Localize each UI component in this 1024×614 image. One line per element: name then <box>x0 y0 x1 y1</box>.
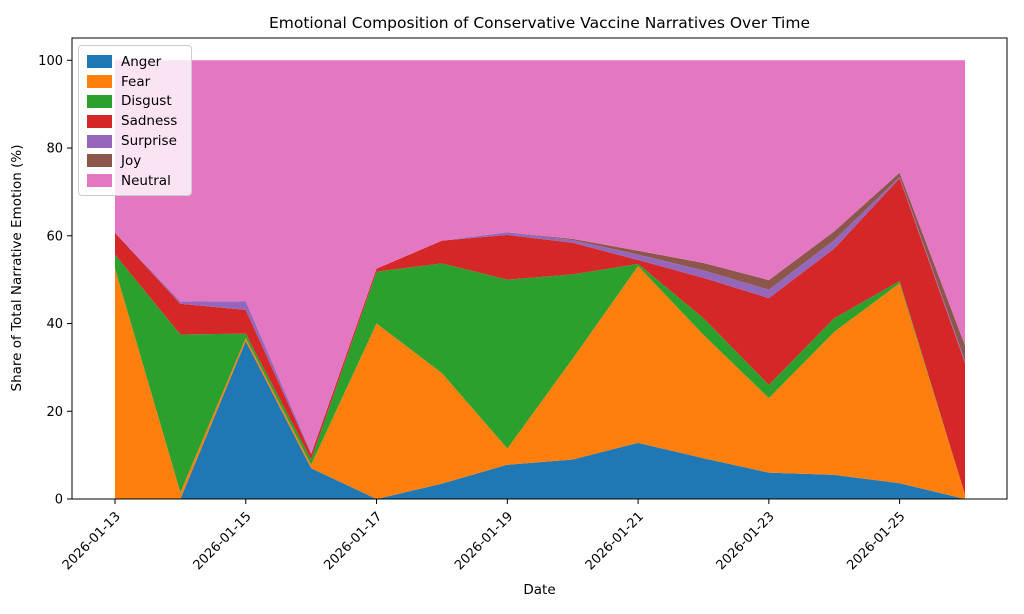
legend-swatch-icon <box>87 154 112 168</box>
legend: Anger Fear Disgust Sadness Surprise Joy Neutra… <box>78 45 192 196</box>
area-fear <box>115 266 965 499</box>
legend-item-joy: Joy <box>87 151 183 171</box>
legend-label: Surprise <box>121 133 177 150</box>
legend-swatch-icon <box>87 55 112 69</box>
x-tick-label: 2026-01-23 <box>714 509 778 573</box>
x-tick-label: 2026-01-15 <box>191 509 255 573</box>
y-tick-label: 60 <box>46 229 63 244</box>
legend-swatch-icon <box>87 75 112 89</box>
legend-label: Anger <box>121 53 162 70</box>
x-axis-label: Date <box>523 582 556 598</box>
y-axis-label: Share of Total Narrative Emotion (%) <box>9 144 25 392</box>
legend-label: Neutral <box>121 172 171 189</box>
area-disgust <box>115 254 965 495</box>
plot-border <box>71 37 1008 500</box>
chart-title: Emotional Composition of Conservative Va… <box>268 14 811 32</box>
legend-item-surprise: Surprise <box>87 131 183 151</box>
legend-item-fear: Fear <box>87 72 183 92</box>
legend-label: Sadness <box>121 113 178 130</box>
y-tick-label: 100 <box>38 54 63 69</box>
legend-swatch-icon <box>87 134 112 148</box>
y-tick-label: 80 <box>46 142 63 157</box>
area-sadness <box>115 178 965 495</box>
x-tick-label: 2026-01-19 <box>452 509 516 573</box>
x-tick-label: 2026-01-25 <box>844 509 908 573</box>
legend-label: Fear <box>121 73 151 90</box>
area-anger <box>115 341 965 499</box>
legend-label: Joy <box>121 152 142 169</box>
legend-item-disgust: Disgust <box>87 92 183 112</box>
legend-item-anger: Anger <box>87 52 183 72</box>
y-tick-label: 20 <box>46 405 63 420</box>
legend-item-sadness: Sadness <box>87 111 183 131</box>
x-tick-label: 2026-01-17 <box>321 509 385 573</box>
legend-swatch-icon <box>87 114 112 128</box>
y-tick-label: 0 <box>55 493 63 508</box>
area-neutral <box>115 60 965 453</box>
legend-item-neutral: Neutral <box>87 171 183 191</box>
legend-swatch-icon <box>87 174 112 188</box>
legend-swatch-icon <box>87 94 112 108</box>
legend-label: Disgust <box>121 93 172 110</box>
x-tick-label: 2026-01-21 <box>583 509 647 573</box>
y-tick-label: 40 <box>46 317 63 332</box>
x-tick-label: 2026-01-13 <box>60 509 124 573</box>
